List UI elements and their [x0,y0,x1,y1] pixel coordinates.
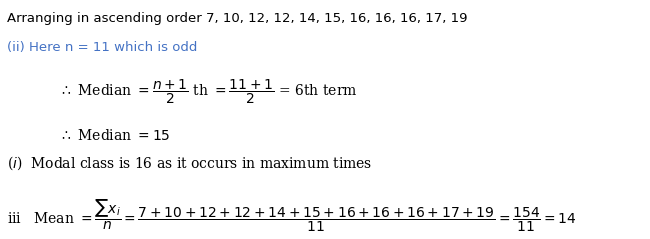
Text: ($i$)  Modal class is 16 as it occurs in maximum times: ($i$) Modal class is 16 as it occurs in … [7,154,372,172]
Text: Arranging in ascending order 7, 10, 12, 12, 14, 15, 16, 16, 16, 17, 19: Arranging in ascending order 7, 10, 12, … [7,12,467,25]
Text: (ii) Here n = 11 which is odd: (ii) Here n = 11 which is odd [7,41,198,54]
Text: $\therefore$ Median $= 15$: $\therefore$ Median $= 15$ [59,128,170,143]
Text: iii   Mean $= \dfrac{\sum x_i}{n} = \dfrac{7+10+12+12+14+15+16+16+16+17+19}{11} : iii Mean $= \dfrac{\sum x_i}{n} = \dfrac… [7,198,577,234]
Text: $\therefore$ Median $= \dfrac{n+1}{2}$ th $= \dfrac{11+1}{2}$ = 6th term: $\therefore$ Median $= \dfrac{n+1}{2}$ t… [59,78,358,106]
